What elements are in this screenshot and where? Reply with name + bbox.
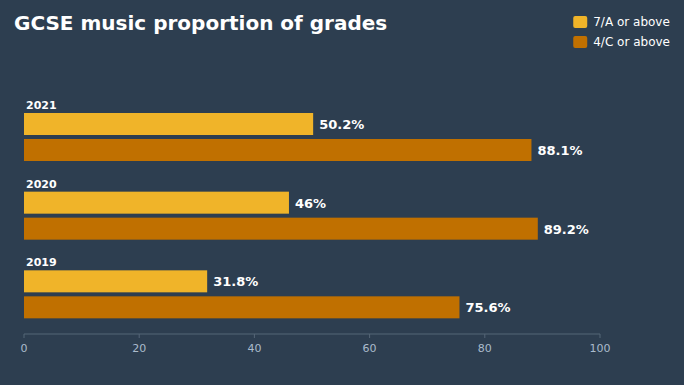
labels: 2021 50.2% 88.1% 2020 46% 89.2% 2019 31.8% 75.6% <box>26 99 589 315</box>
legend: 7/A or above 4/C or above <box>573 15 670 49</box>
legend-swatch <box>573 36 587 48</box>
x-tick <box>139 334 140 338</box>
x-tick-label: 100 <box>590 342 611 355</box>
bar <box>24 296 459 318</box>
background <box>0 0 684 385</box>
chart-container: GCSE music proportion of grades 7/A or ab… <box>0 0 684 385</box>
data-label: 89.2% <box>544 222 589 237</box>
legend-swatch <box>573 16 587 28</box>
category-label: 2021 <box>26 99 57 112</box>
bar <box>24 192 289 214</box>
x-tick <box>369 334 370 338</box>
chart-svg: GCSE music proportion of grades 7/A or ab… <box>0 0 684 385</box>
legend-label: 7/A or above <box>593 15 670 29</box>
bar <box>24 270 207 292</box>
x-tick <box>254 334 255 338</box>
x-tick-label: 40 <box>247 342 261 355</box>
data-label: 46% <box>295 196 326 211</box>
data-label: 75.6% <box>465 300 510 315</box>
bar <box>24 218 538 240</box>
data-label: 88.1% <box>537 143 582 158</box>
x-tick <box>484 334 485 338</box>
legend-label: 4/C or above <box>593 35 670 49</box>
x-axis: 0 20 40 60 80 100 <box>21 334 611 355</box>
x-tick <box>24 334 25 338</box>
x-tick-label: 80 <box>478 342 492 355</box>
bar <box>24 139 531 161</box>
bar <box>24 113 313 135</box>
category-label: 2020 <box>26 178 57 191</box>
x-tick-label: 60 <box>363 342 377 355</box>
data-label: 31.8% <box>213 274 258 289</box>
title: GCSE music proportion of grades <box>14 11 387 35</box>
x-tick-label: 20 <box>132 342 146 355</box>
x-tick-label: 0 <box>21 342 28 355</box>
bars <box>24 113 538 318</box>
x-tick <box>600 334 601 338</box>
category-label: 2019 <box>26 256 57 269</box>
data-label: 50.2% <box>319 117 364 132</box>
x-axis-line <box>24 334 600 335</box>
